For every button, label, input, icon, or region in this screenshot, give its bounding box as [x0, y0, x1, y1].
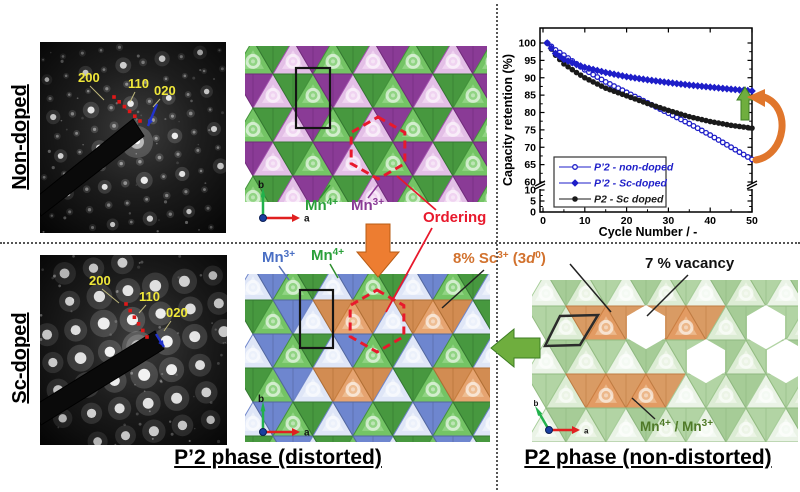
svg-text:90: 90 — [524, 72, 536, 84]
svg-text:10: 10 — [579, 215, 591, 227]
beam-stop — [40, 118, 145, 217]
red-dashed-arrow — [128, 308, 132, 313]
svg-text:85: 85 — [524, 90, 536, 102]
reflection-label: 020 — [166, 305, 188, 320]
vacancy-site — [766, 339, 798, 384]
red-dashed-arrow — [122, 104, 127, 109]
caption-p2-phase: P2 phase (non-distorted) — [524, 446, 772, 469]
reflection-label: 020 — [154, 83, 176, 98]
vacancy-site — [686, 339, 726, 384]
svg-text:100: 100 — [518, 38, 536, 50]
reflection-label: 110 — [128, 76, 149, 91]
structure-p2prime-non-doped — [245, 46, 487, 202]
svg-text:P’2 - non-doped: P’2 - non-doped — [594, 162, 674, 174]
structure-svg — [245, 46, 487, 202]
saed-pattern-sc-doped: 200 110 020 — [40, 255, 227, 445]
mn3-label-top: Mn3+ — [351, 197, 385, 214]
structure-svg — [245, 274, 490, 442]
vacancy-site — [746, 305, 786, 350]
structure-svg — [532, 280, 798, 442]
svg-text:a: a — [304, 214, 310, 225]
curved-improvement-arrow — [747, 89, 786, 164]
chart-svg: 0 10 20 30 40 5060657075808590951000510Capaci… — [501, 27, 786, 239]
caption-p2prime-phase: P’2 phase (distorted) — [174, 446, 382, 469]
mn-mixed-label: Mn4+ / Mn3+ — [640, 418, 714, 434]
svg-text:75: 75 — [524, 124, 536, 136]
svg-text:P2 - Sc doped: P2 - Sc doped — [594, 194, 664, 206]
ordering-label: Ordering — [423, 209, 487, 226]
series-2 — [543, 39, 756, 95]
row-label-non-doped: Non-doped — [9, 84, 31, 190]
series-1 — [544, 40, 755, 163]
transformation-down-arrow — [355, 223, 401, 278]
svg-text:30: 30 — [663, 215, 675, 227]
svg-text:0: 0 — [540, 215, 546, 227]
svg-text:40: 40 — [704, 215, 716, 227]
svg-text:80: 80 — [524, 107, 536, 119]
structure-p2-sc-doped — [532, 280, 798, 442]
octahedra — [245, 46, 487, 202]
structure-p2prime-sc-doped — [245, 274, 490, 442]
unit-cell — [294, 66, 332, 130]
capacity-retention-chart: 0 10 20 30 40 50 60 65 70 75 80 85 90 95 100 0 5 10 Capaci… — [498, 8, 800, 240]
svg-text:65: 65 — [524, 159, 536, 171]
saed-svg: 200 110 020 — [40, 255, 227, 445]
unit-cell — [298, 288, 335, 350]
row-label-sc-doped: Sc-doped — [9, 312, 31, 404]
beam-stop — [40, 330, 165, 426]
red-dashed-arrow — [132, 315, 137, 319]
mn4-label-bottom: Mn4+ — [311, 247, 345, 264]
improvement-up-arrow — [736, 86, 754, 121]
ordering-hexagon — [349, 115, 407, 181]
red-dashed-arrow — [127, 109, 132, 114]
saed-svg: 200 110 020 — [40, 43, 226, 233]
red-dashed-arrow — [124, 302, 128, 306]
mn4-label-top: Mn4+ — [305, 197, 339, 214]
svg-text:5: 5 — [530, 196, 536, 208]
red-dashed-arrow — [138, 119, 142, 123]
saed-pattern-non-doped: 200 110 020 — [40, 42, 226, 233]
chart-legend: P’2 - non-doped P’2 - Sc-doped P2 - Sc dop… — [553, 156, 674, 208]
red-dashed-arrow — [117, 100, 121, 104]
red-dashed-arrow — [133, 114, 137, 118]
svg-text:10: 10 — [524, 185, 536, 197]
svg-text:P’2 - Sc-doped: P’2 - Sc-doped — [594, 178, 668, 190]
divider-horizontal — [0, 242, 800, 244]
reflection-label: 200 — [78, 70, 100, 85]
unit-cell — [542, 313, 601, 348]
divider-vertical — [496, 4, 498, 490]
red-dashed-arrow — [141, 328, 145, 333]
vacancy-label: 7 % vacancy — [645, 255, 735, 272]
reflection-label: 200 — [89, 273, 111, 288]
red-dashed-arrow — [145, 335, 149, 339]
y-axis-label: Capacity retention (%) — [501, 54, 515, 186]
reflection-label: 110 — [139, 289, 160, 304]
red-dashed-arrow — [112, 95, 116, 99]
svg-text:50: 50 — [746, 215, 758, 227]
svg-text:60: 60 — [524, 177, 536, 189]
svg-text:70: 70 — [524, 142, 536, 154]
sc-dopant-label: 8% Sc3+ (3d0) — [453, 250, 546, 267]
svg-text:0: 0 — [530, 207, 536, 219]
octahedra — [245, 274, 490, 442]
x-axis-label: Cycle Number / - — [599, 225, 698, 239]
mn3-label-bottom: Mn3+ — [262, 249, 296, 266]
svg-text:20: 20 — [621, 215, 633, 227]
svg-text:95: 95 — [524, 55, 536, 67]
red-dashed-arrow — [136, 322, 141, 326]
